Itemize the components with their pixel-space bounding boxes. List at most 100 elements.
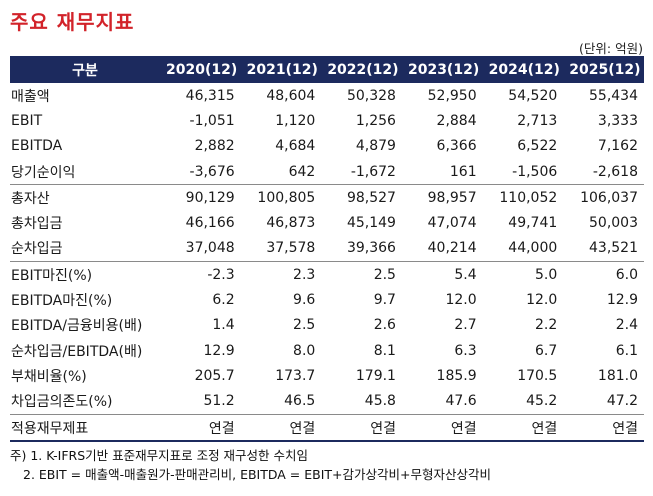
- table-cell: 47,074: [427, 215, 477, 232]
- table-header-row: 구분 2020(12) 2021(12) 2022(12) 2023(12) 2…: [10, 56, 644, 83]
- table-cell: 179.1: [355, 367, 396, 384]
- table-cell: 6,366: [436, 138, 477, 155]
- table-cell: 12.9: [606, 292, 638, 309]
- table-row: EBITDA 2,882 4,684 4,879 6,366 6,522 7,162: [10, 134, 644, 159]
- table-cell: 47.2: [606, 393, 638, 410]
- table-cell: 5.0: [482, 261, 564, 288]
- table-cell: 2.5: [293, 317, 316, 334]
- table-row: 순차입금 37,048 37,578 39,366 40,214 44,000 43,521: [10, 236, 644, 262]
- row-label: 부채비율(%): [11, 368, 87, 385]
- table-cell: 2.6: [373, 317, 396, 334]
- table-cell: 173.7: [275, 367, 316, 384]
- table-body: 매출액 46,315 48,604 50,328 52,950 54,520 55,434 E…: [10, 83, 644, 443]
- table-cell: 170.5: [517, 367, 558, 384]
- table-cell: 8.0: [293, 342, 316, 359]
- row-label: 적용재무제표: [10, 413, 160, 443]
- table-cell: 연결: [482, 413, 564, 443]
- table-cell: 연결: [401, 413, 483, 443]
- table-cell: 12.0: [445, 292, 477, 309]
- table-cell: 7,162: [597, 138, 638, 155]
- table-cell: 100,805: [240, 184, 322, 211]
- table-cell: 55,434: [589, 87, 638, 104]
- table-cell: 6.7: [535, 342, 558, 359]
- table-cell: -1,506: [512, 163, 558, 180]
- header-cell-2020: 2020(12): [160, 56, 241, 83]
- table-cell: 8.1: [373, 342, 396, 359]
- header-cell-2022: 2022(12): [321, 56, 402, 83]
- row-label: EBIT마진(%): [10, 261, 160, 288]
- table-cell: 106,037: [563, 184, 644, 211]
- row-label: EBITDA: [11, 138, 63, 155]
- table-cell: 6.3: [454, 342, 477, 359]
- footnotes: 주) 1. K-IFRS기반 표준재무지표로 조정 재구성한 수치임 2. EB…: [10, 446, 491, 484]
- table-cell: 205.7: [194, 367, 235, 384]
- table-cell: 2.4: [615, 317, 638, 334]
- table-cell: 50,003: [589, 215, 638, 232]
- table-cell: 46,873: [266, 215, 316, 232]
- table-cell: -1,672: [350, 163, 396, 180]
- table-cell: 50,328: [346, 87, 396, 104]
- table-cell: 6.1: [615, 342, 638, 359]
- footnote-1: 주) 1. K-IFRS기반 표준재무지표로 조정 재구성한 수치임: [10, 448, 309, 463]
- table-cell: 12.9: [203, 342, 235, 359]
- table-cell: 9.6: [293, 292, 316, 309]
- table-cell: 45.8: [364, 393, 396, 410]
- row-label: 당기순이익: [11, 164, 76, 181]
- footnote-2: 2. EBIT = 매출액-매출원가-판매관리비, EBITDA = EBIT+…: [23, 467, 491, 482]
- table-cell: 12.0: [526, 292, 558, 309]
- table-cell: -3,676: [189, 163, 235, 180]
- table-cell: 37,048: [185, 240, 235, 257]
- row-label: EBITDA/금융비용(배): [11, 318, 143, 335]
- table-cell: 47.6: [445, 393, 477, 410]
- table-cell: 49,741: [508, 215, 558, 232]
- table-cell: 2.7: [454, 317, 477, 334]
- header-cell-2024: 2024(12): [482, 56, 564, 83]
- table-cell: 6.0: [563, 261, 644, 288]
- table-row: EBITDA/금융비용(배) 1.4 2.5 2.6 2.7 2.2 2.4: [10, 313, 644, 338]
- table-cell: 185.9: [436, 367, 477, 384]
- table-cell: 연결: [160, 413, 241, 443]
- table-cell: 4,684: [275, 138, 316, 155]
- table-cell: 3,333: [597, 112, 638, 129]
- row-label: 총자산: [10, 184, 160, 211]
- table-cell: 1.4: [212, 317, 235, 334]
- table-row: 부채비율(%) 205.7 173.7 179.1 185.9 170.5 181.0: [10, 363, 644, 388]
- table-cell: -2,618: [592, 163, 638, 180]
- table-cell: -2.3: [160, 261, 241, 288]
- table-cell: 43,521: [589, 240, 638, 257]
- table-cell: 연결: [563, 413, 644, 443]
- row-label: 총차입금: [11, 216, 63, 233]
- table-cell: 98,957: [401, 184, 483, 211]
- table-cell: 54,520: [508, 87, 558, 104]
- table-cell: 161: [449, 163, 477, 180]
- table-cell: 2,882: [194, 138, 235, 155]
- page-title: 주요 재무지표: [10, 10, 135, 34]
- row-label: 매출액: [11, 88, 50, 105]
- row-label: 순차입금/EBITDA(배): [11, 343, 143, 360]
- table-cell: 40,214: [427, 240, 477, 257]
- table-cell: 연결: [321, 413, 402, 443]
- table-cell: 51.2: [203, 393, 235, 410]
- table-cell: 52,950: [427, 87, 477, 104]
- row-label: 순차입금: [11, 241, 63, 258]
- table-cell: 2.2: [535, 317, 558, 334]
- table-cell: 642: [288, 163, 316, 180]
- table-cell: 1,256: [355, 112, 396, 129]
- table-cell: 5.4: [401, 261, 483, 288]
- table-cell: 2.3: [240, 261, 322, 288]
- table-cell: 110,052: [482, 184, 564, 211]
- table-cell: 연결: [240, 413, 322, 443]
- table-row: EBIT마진(%) -2.3 2.3 2.5 5.4 5.0 6.0: [10, 261, 644, 288]
- table-cell: 90,129: [160, 184, 241, 211]
- financial-indicators-table: 구분 2020(12) 2021(12) 2022(12) 2023(12) 2…: [10, 56, 644, 443]
- table-cell: 1,120: [275, 112, 316, 129]
- table-row: 당기순이익 -3,676 642 -1,672 161 -1,506 -2,618: [10, 159, 644, 185]
- table-cell: 39,366: [346, 240, 396, 257]
- table-cell: 2.5: [321, 261, 402, 288]
- table-cell: 2,884: [436, 112, 477, 129]
- table-cell: 98,527: [321, 184, 402, 211]
- table-cell: 9.7: [373, 292, 396, 309]
- table-row: 적용재무제표 연결 연결 연결 연결 연결 연결: [10, 413, 644, 443]
- header-cell-2023: 2023(12): [401, 56, 483, 83]
- table-row: 총차입금 46,166 46,873 45,149 47,074 49,741 50,003: [10, 210, 644, 235]
